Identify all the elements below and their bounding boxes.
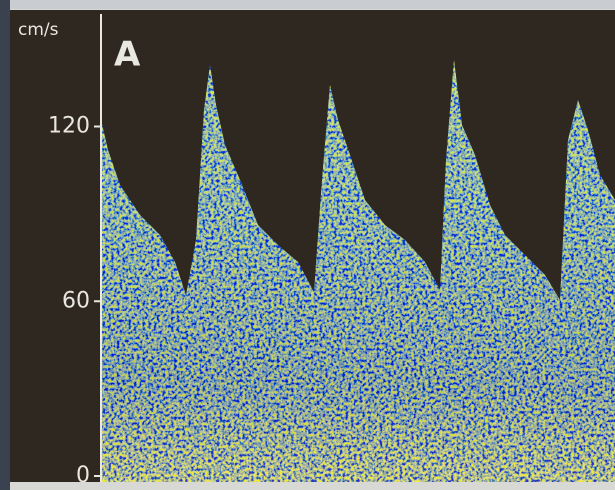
unit-label: cm/s [18, 20, 59, 40]
left-edge [0, 0, 10, 490]
panel-label: A [114, 35, 141, 75]
y-tick-label: 120 [48, 114, 90, 139]
top-band [10, 0, 615, 9]
y-tick-label: 0 [76, 463, 90, 488]
y-tick-label: 60 [62, 288, 90, 313]
